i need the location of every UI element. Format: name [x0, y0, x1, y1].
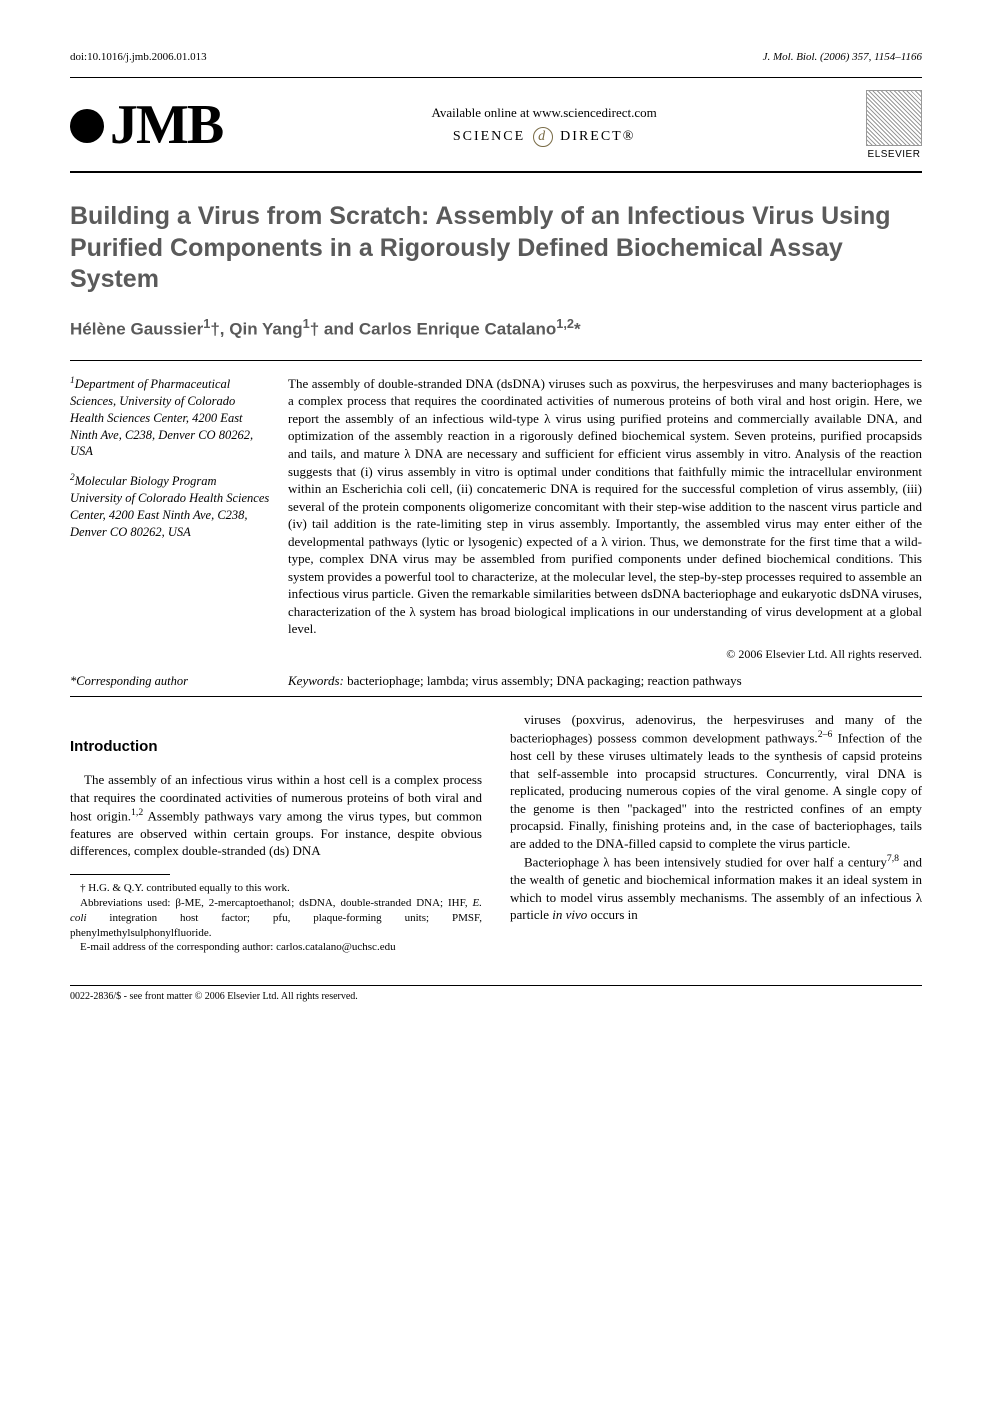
footnote-abbrev: Abbreviations used: β-ME, 2-mercaptoetha… [70, 896, 482, 941]
doi-text: doi:10.1016/j.jmb.2006.01.013 [70, 50, 207, 65]
elsevier-block: ELSEVIER [866, 90, 922, 162]
body-columns: Introduction The assembly of an infectio… [70, 711, 922, 956]
footnote-contrib: † H.G. & Q.Y. contributed equally to thi… [70, 881, 482, 896]
authors-line: Hélène Gaussier1†, Qin Yang1† and Carlos… [70, 315, 922, 342]
journal-reference: J. Mol. Biol. (2006) 357, 1154–1166 [763, 50, 922, 65]
corresponding-author-label: *Corresponding author [70, 672, 270, 690]
front-matter-text: 0022-2836/$ - see front matter © 2006 El… [70, 991, 358, 1002]
sd-right: DIRECT® [560, 129, 635, 144]
section-introduction: Introduction [70, 737, 482, 757]
abstract-end-divider [70, 696, 922, 697]
keywords-block: Keywords: bacteriophage; lambda; virus a… [288, 672, 922, 690]
sd-d-icon: d [533, 127, 553, 147]
jmb-text: JMB [110, 88, 222, 164]
elsevier-tree-icon [866, 90, 922, 146]
front-matter-line: 0022-2836/$ - see front matter © 2006 El… [70, 985, 922, 1004]
header-divider [70, 171, 922, 173]
doi-line: doi:10.1016/j.jmb.2006.01.013 J. Mol. Bi… [70, 50, 922, 65]
top-divider [70, 77, 922, 78]
header-row: JMB Available online at www.sciencedirec… [70, 88, 922, 164]
keywords-label: Keywords: [288, 673, 344, 688]
footnote-email: E-mail address of the corresponding auth… [70, 940, 482, 955]
sd-left: SCIENCE [453, 129, 525, 144]
available-text: Available online at www.sciencedirect.co… [431, 104, 656, 122]
meta-abstract-row: 1Department of Pharmaceutical Sciences, … [70, 375, 922, 662]
abstract-column: The assembly of double-stranded DNA (dsD… [288, 375, 922, 662]
intro-paragraph-2: viruses (poxvirus, adenovirus, the herpe… [510, 711, 922, 853]
body-col-left: Introduction The assembly of an infectio… [70, 711, 482, 956]
available-online-block: Available online at www.sciencedirect.co… [431, 104, 656, 148]
article-title: Building a Virus from Scratch: Assembly … [70, 201, 922, 295]
footnote-divider [70, 874, 170, 875]
affiliation-2: 2Molecular Biology Program University of… [70, 472, 270, 541]
intro-paragraph-1: The assembly of an infectious virus with… [70, 771, 482, 860]
keywords-row: *Corresponding author Keywords: bacterio… [70, 672, 922, 690]
jmb-bullet-icon [70, 109, 104, 143]
body-col-right: viruses (poxvirus, adenovirus, the herpe… [510, 711, 922, 956]
affiliation-1: 1Department of Pharmaceutical Sciences, … [70, 375, 270, 461]
authors-divider [70, 360, 922, 361]
jmb-logo: JMB [70, 88, 222, 164]
intro-paragraph-3: Bacteriophage λ has been intensively stu… [510, 852, 922, 924]
keywords-text: bacteriophage; lambda; virus assembly; D… [347, 673, 742, 688]
abstract-text: The assembly of double-stranded DNA (dsD… [288, 375, 922, 638]
sciencedirect-logo: SCIENCE d DIRECT® [431, 127, 656, 147]
elsevier-text: ELSEVIER [866, 148, 922, 162]
affiliations-column: 1Department of Pharmaceutical Sciences, … [70, 375, 270, 662]
footnotes-block: † H.G. & Q.Y. contributed equally to thi… [70, 881, 482, 955]
copyright-line: © 2006 Elsevier Ltd. All rights reserved… [288, 646, 922, 662]
